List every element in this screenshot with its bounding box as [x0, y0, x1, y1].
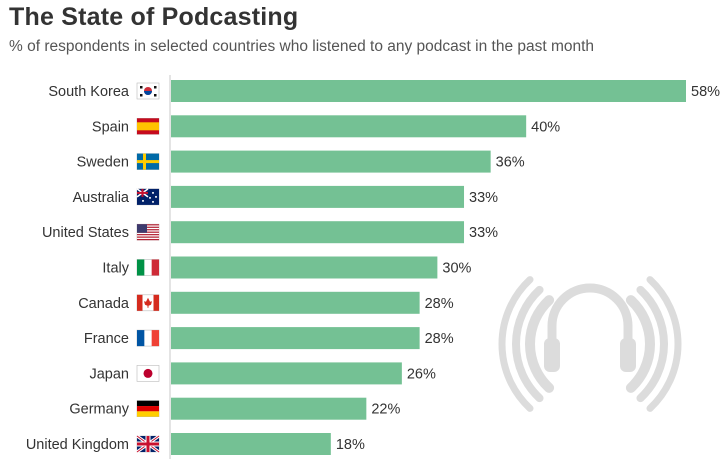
value-label: 33%	[469, 190, 498, 206]
value-label: 58%	[691, 84, 720, 100]
chart-title: The State of Podcasting	[9, 3, 299, 31]
bar	[171, 256, 438, 279]
value-label: 22%	[371, 402, 400, 418]
category-label: France	[84, 331, 129, 347]
bar	[171, 221, 465, 244]
bar	[171, 362, 402, 385]
value-label: 26%	[407, 366, 436, 382]
value-label: 33%	[469, 225, 498, 241]
south-korea-flag-icon	[136, 82, 160, 100]
headphones-podcast-icon	[498, 276, 682, 412]
united-states-flag-icon	[136, 223, 160, 241]
bar	[171, 291, 420, 314]
category-label: Italy	[102, 261, 129, 277]
chart-subtitle: % of respondents in selected countries w…	[9, 38, 595, 55]
category-label: United Kingdom	[26, 437, 129, 453]
france-flag-icon	[136, 329, 160, 347]
sweden-flag-icon	[136, 153, 160, 170]
value-label: 30%	[442, 261, 471, 277]
value-label: 28%	[425, 296, 454, 312]
bar	[171, 397, 367, 420]
bar	[171, 150, 491, 173]
bar	[171, 327, 420, 350]
italy-flag-icon	[136, 259, 160, 276]
canada-flag-icon	[136, 294, 160, 312]
united-kingdom-flag-icon	[136, 434, 160, 454]
category-label: Sweden	[77, 155, 129, 171]
australia-flag-icon	[136, 188, 160, 206]
category-label: Japan	[89, 366, 129, 382]
category-label: Canada	[78, 296, 130, 312]
value-label: 40%	[531, 119, 560, 135]
bar	[171, 80, 686, 102]
spain-flag-icon	[136, 118, 160, 135]
bar	[171, 115, 527, 138]
category-label: Australia	[73, 190, 130, 206]
value-label: 36%	[496, 155, 525, 171]
bar	[171, 185, 465, 208]
category-label: Germany	[69, 402, 129, 418]
category-label: South Korea	[48, 84, 130, 100]
value-label: 28%	[425, 331, 454, 347]
bar	[171, 433, 331, 455]
category-label: United States	[42, 225, 129, 241]
category-label: Spain	[92, 119, 129, 135]
japan-flag-icon	[136, 365, 160, 382]
germany-flag-icon	[136, 400, 160, 418]
value-label: 18%	[336, 437, 365, 453]
